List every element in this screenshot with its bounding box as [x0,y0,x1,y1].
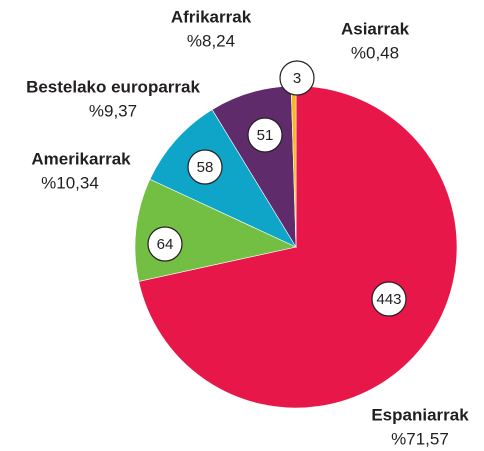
count-badge [147,226,183,262]
slice-name: Afrikarrak [171,7,252,26]
count-badge [187,149,223,185]
slice-percent: %9,37 [89,101,137,120]
count-badge [247,117,283,153]
slice-name: Bestelako europarrak [26,77,200,96]
pie-slice [149,109,297,248]
count-label: 51 [257,127,274,144]
count-label: 58 [197,159,214,176]
slice-name: Amerikarrak [31,149,131,168]
slice-name: Asiarrak [341,19,410,38]
count-label: 64 [157,236,174,253]
count-label: 3 [293,70,301,87]
count-badge [371,281,407,317]
slice-percent: %0,48 [351,43,399,62]
slice-percent: %8,24 [187,31,235,50]
pie-slice [138,85,458,409]
count-label: 443 [376,291,401,308]
slice-percent: %71,57 [391,429,449,448]
count-badge [279,60,315,96]
slice-name: Espaniarrak [371,405,469,424]
slice-percent: %10,34 [41,173,99,192]
